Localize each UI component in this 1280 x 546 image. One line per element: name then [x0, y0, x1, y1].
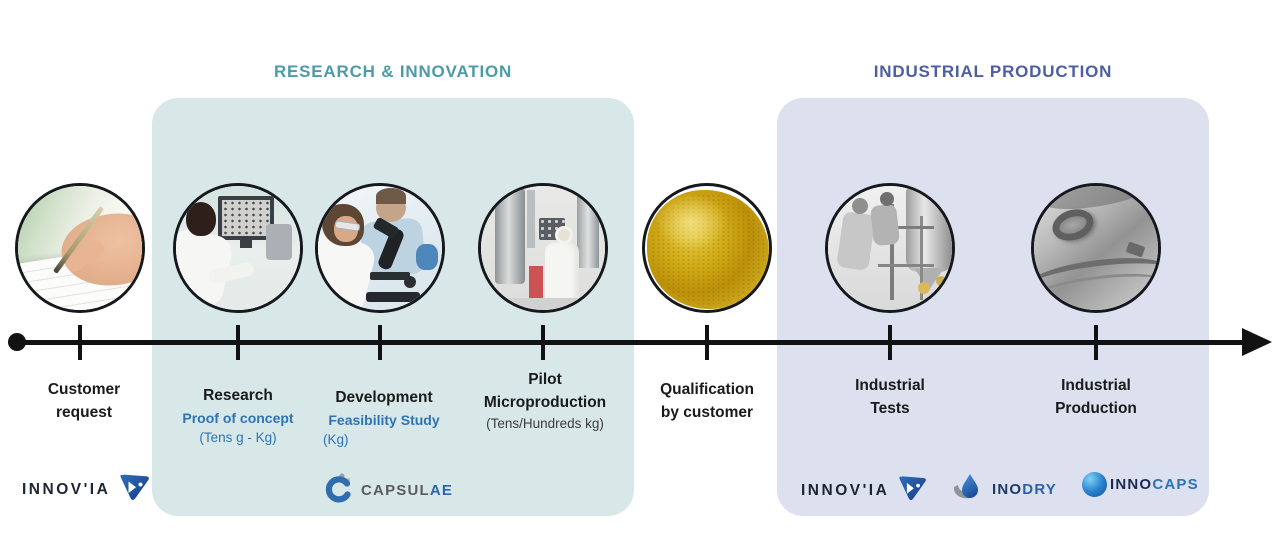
stage-title: Research [203, 387, 273, 404]
timeline-arrowhead-icon [1242, 328, 1272, 356]
research-innovation-header: RESEARCH & INNOVATION [273, 62, 513, 81]
stage-quantity: (Tens g - Kg) [199, 429, 277, 445]
innovia-triangle-icon [896, 474, 928, 507]
inodry-drop-icon [951, 472, 985, 507]
stage-subtitle: Feasibility Study [328, 412, 440, 429]
stage-title: Qualification [660, 381, 754, 398]
industrial-production-photo [1031, 183, 1161, 313]
stage-title: by customer [660, 404, 754, 422]
timeline-tick [236, 325, 240, 360]
innocaps-logo-text: INNOCAPS [1110, 476, 1199, 493]
industrial-production-header: INDUSTRIAL PRODUCTION [873, 62, 1113, 81]
stage-title: Customer [47, 381, 121, 398]
stage-title: Pilot [528, 371, 562, 388]
timeline-tick [888, 325, 892, 360]
pilot-microproduction-photo [478, 183, 608, 313]
timeline-tick [1094, 325, 1098, 360]
stage-title: Tests [870, 400, 910, 418]
timeline-start-dot [8, 333, 26, 351]
timeline-tick [541, 325, 545, 360]
innovia-logo-text: INNOV'IA [22, 480, 111, 498]
stage-label-industrial-tests: Industrial Tests [795, 374, 985, 421]
research-photo [173, 183, 303, 313]
timeline-tick [705, 325, 709, 360]
stage-quantity: (Kg) [323, 431, 349, 447]
customer-request-photo [15, 183, 145, 313]
stage-title: Industrial [1061, 377, 1131, 394]
stage-label-customer-request: Customer request [0, 378, 179, 425]
stage-title: Development [335, 389, 433, 406]
stage-title: request [56, 404, 112, 422]
innovia-logo-text: INNOV'IA [801, 481, 890, 499]
capsulae-logo: CAPSULAE [322, 470, 453, 511]
innovia-triangle-icon [117, 472, 151, 507]
stage-title: Production [1055, 400, 1137, 418]
innovia-logo-left: INNOV'IA [22, 472, 151, 507]
stage-subtitle: Proof of concept [182, 410, 294, 427]
inodry-logo: INODRY [951, 472, 1057, 507]
stage-title: Microproduction [483, 394, 607, 412]
stage-label-qualification: Qualification by customer [612, 378, 802, 425]
innocaps-logo: INNOCAPS [1082, 472, 1199, 497]
development-photo [315, 183, 445, 313]
stage-title: Industrial [855, 377, 925, 394]
timeline-tick [378, 325, 382, 360]
innovia-logo-right: INNOV'IA [801, 474, 928, 507]
stage-label-research: Research Proof of concept (Tens g - Kg) [143, 384, 333, 447]
innocaps-sphere-icon [1082, 472, 1107, 497]
industrial-tests-photo [825, 183, 955, 313]
stage-label-pilot-microproduction: Pilot Microproduction (Tens/Hundreds kg) [450, 368, 640, 433]
timeline-axis [16, 340, 1244, 345]
capsulae-logo-text: CAPSULAE [361, 482, 454, 499]
qualification-powder-photo [642, 183, 772, 313]
inodry-logo-text: INODRY [992, 481, 1057, 498]
capsulae-c-icon [322, 470, 354, 511]
stage-quantity: (Tens/Hundreds kg) [486, 415, 604, 431]
stage-label-industrial-production: Industrial Production [1001, 374, 1191, 421]
stage-label-development: Development Feasibility Study (Kg) [289, 386, 479, 449]
timeline-tick [78, 325, 82, 360]
